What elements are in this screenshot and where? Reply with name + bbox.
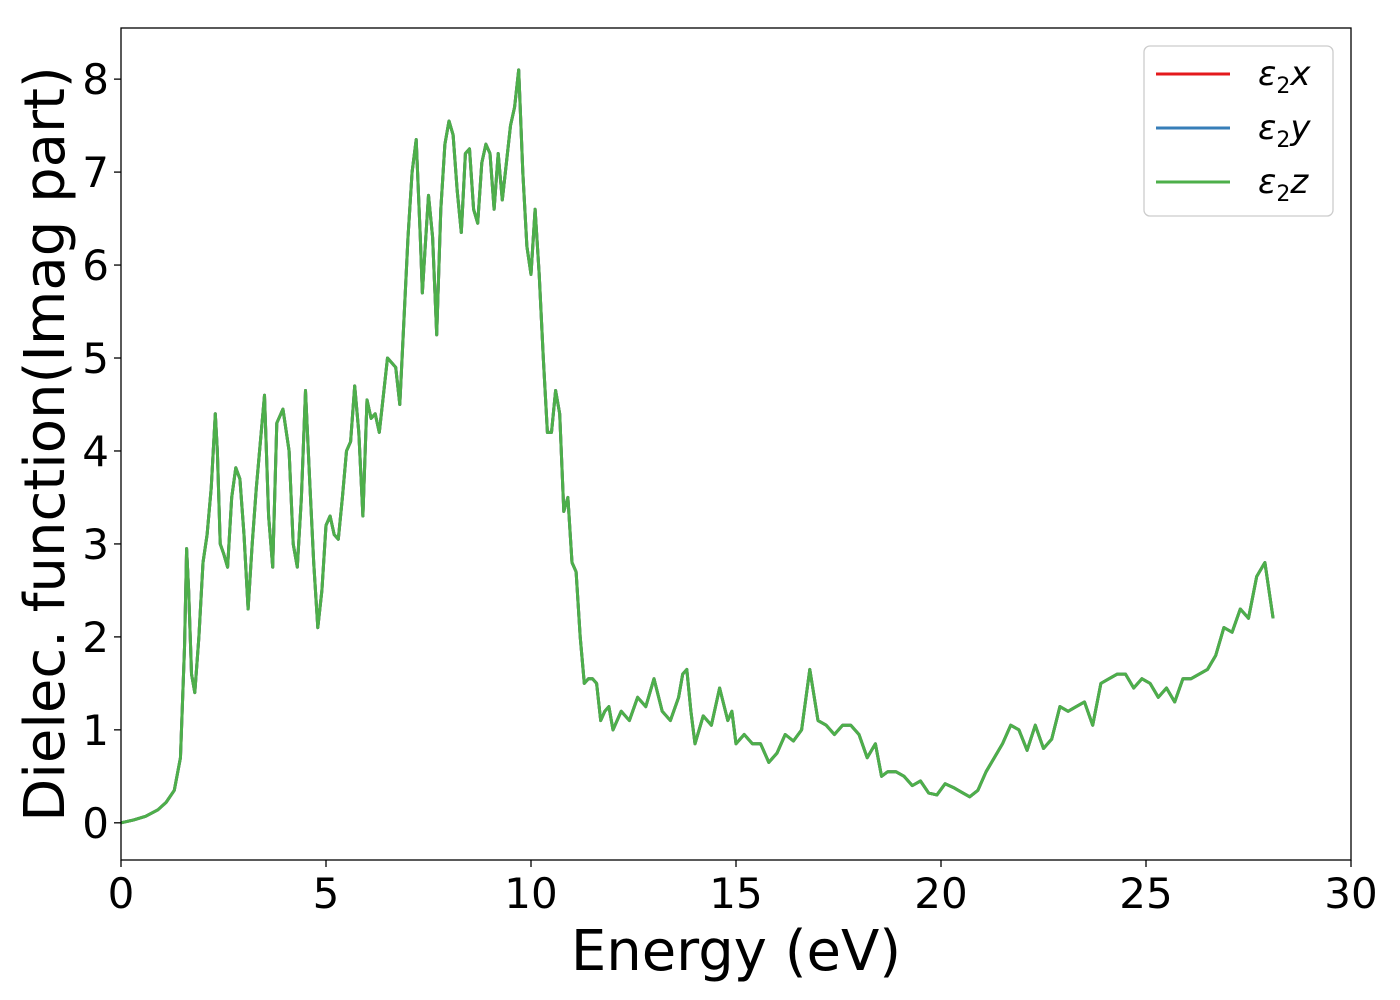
y-tick-label: 4 <box>82 427 109 476</box>
x-tick-label: 20 <box>914 869 967 918</box>
x-tick-label: 30 <box>1324 869 1377 918</box>
legend-box <box>1143 45 1334 217</box>
legend: ε2x ε2y ε2z <box>1143 45 1334 217</box>
legend-label: ε2y <box>1258 108 1311 153</box>
y-tick-label: 5 <box>82 334 109 383</box>
x-tick-label: 25 <box>1119 869 1172 918</box>
y-axis-ticks: 0 1 2 3 4 5 6 7 8 <box>82 55 121 848</box>
legend-label: ε2z <box>1258 162 1309 207</box>
y-tick-label: 6 <box>82 241 109 290</box>
series-layer <box>120 68 1275 825</box>
y-tick-label: 3 <box>82 520 109 569</box>
x-tick-label: 10 <box>504 869 557 918</box>
y-tick-label: 2 <box>82 613 109 662</box>
legend-label: ε2x <box>1258 54 1311 99</box>
x-axis-label: Energy (eV) <box>571 919 901 984</box>
x-tick-label: 5 <box>313 869 340 918</box>
y-tick-label: 8 <box>82 55 109 104</box>
y-tick-label: 0 <box>82 799 109 848</box>
series-line-e2z <box>120 68 1275 825</box>
x-tick-label: 15 <box>709 869 762 918</box>
y-axis-label: Dielec. function(Imag part) <box>13 66 78 822</box>
x-tick-label: 0 <box>108 869 135 918</box>
y-tick-label: 7 <box>82 148 109 197</box>
x-axis-ticks: 0 5 10 15 20 25 30 <box>108 860 1378 918</box>
y-tick-label: 1 <box>82 706 109 755</box>
